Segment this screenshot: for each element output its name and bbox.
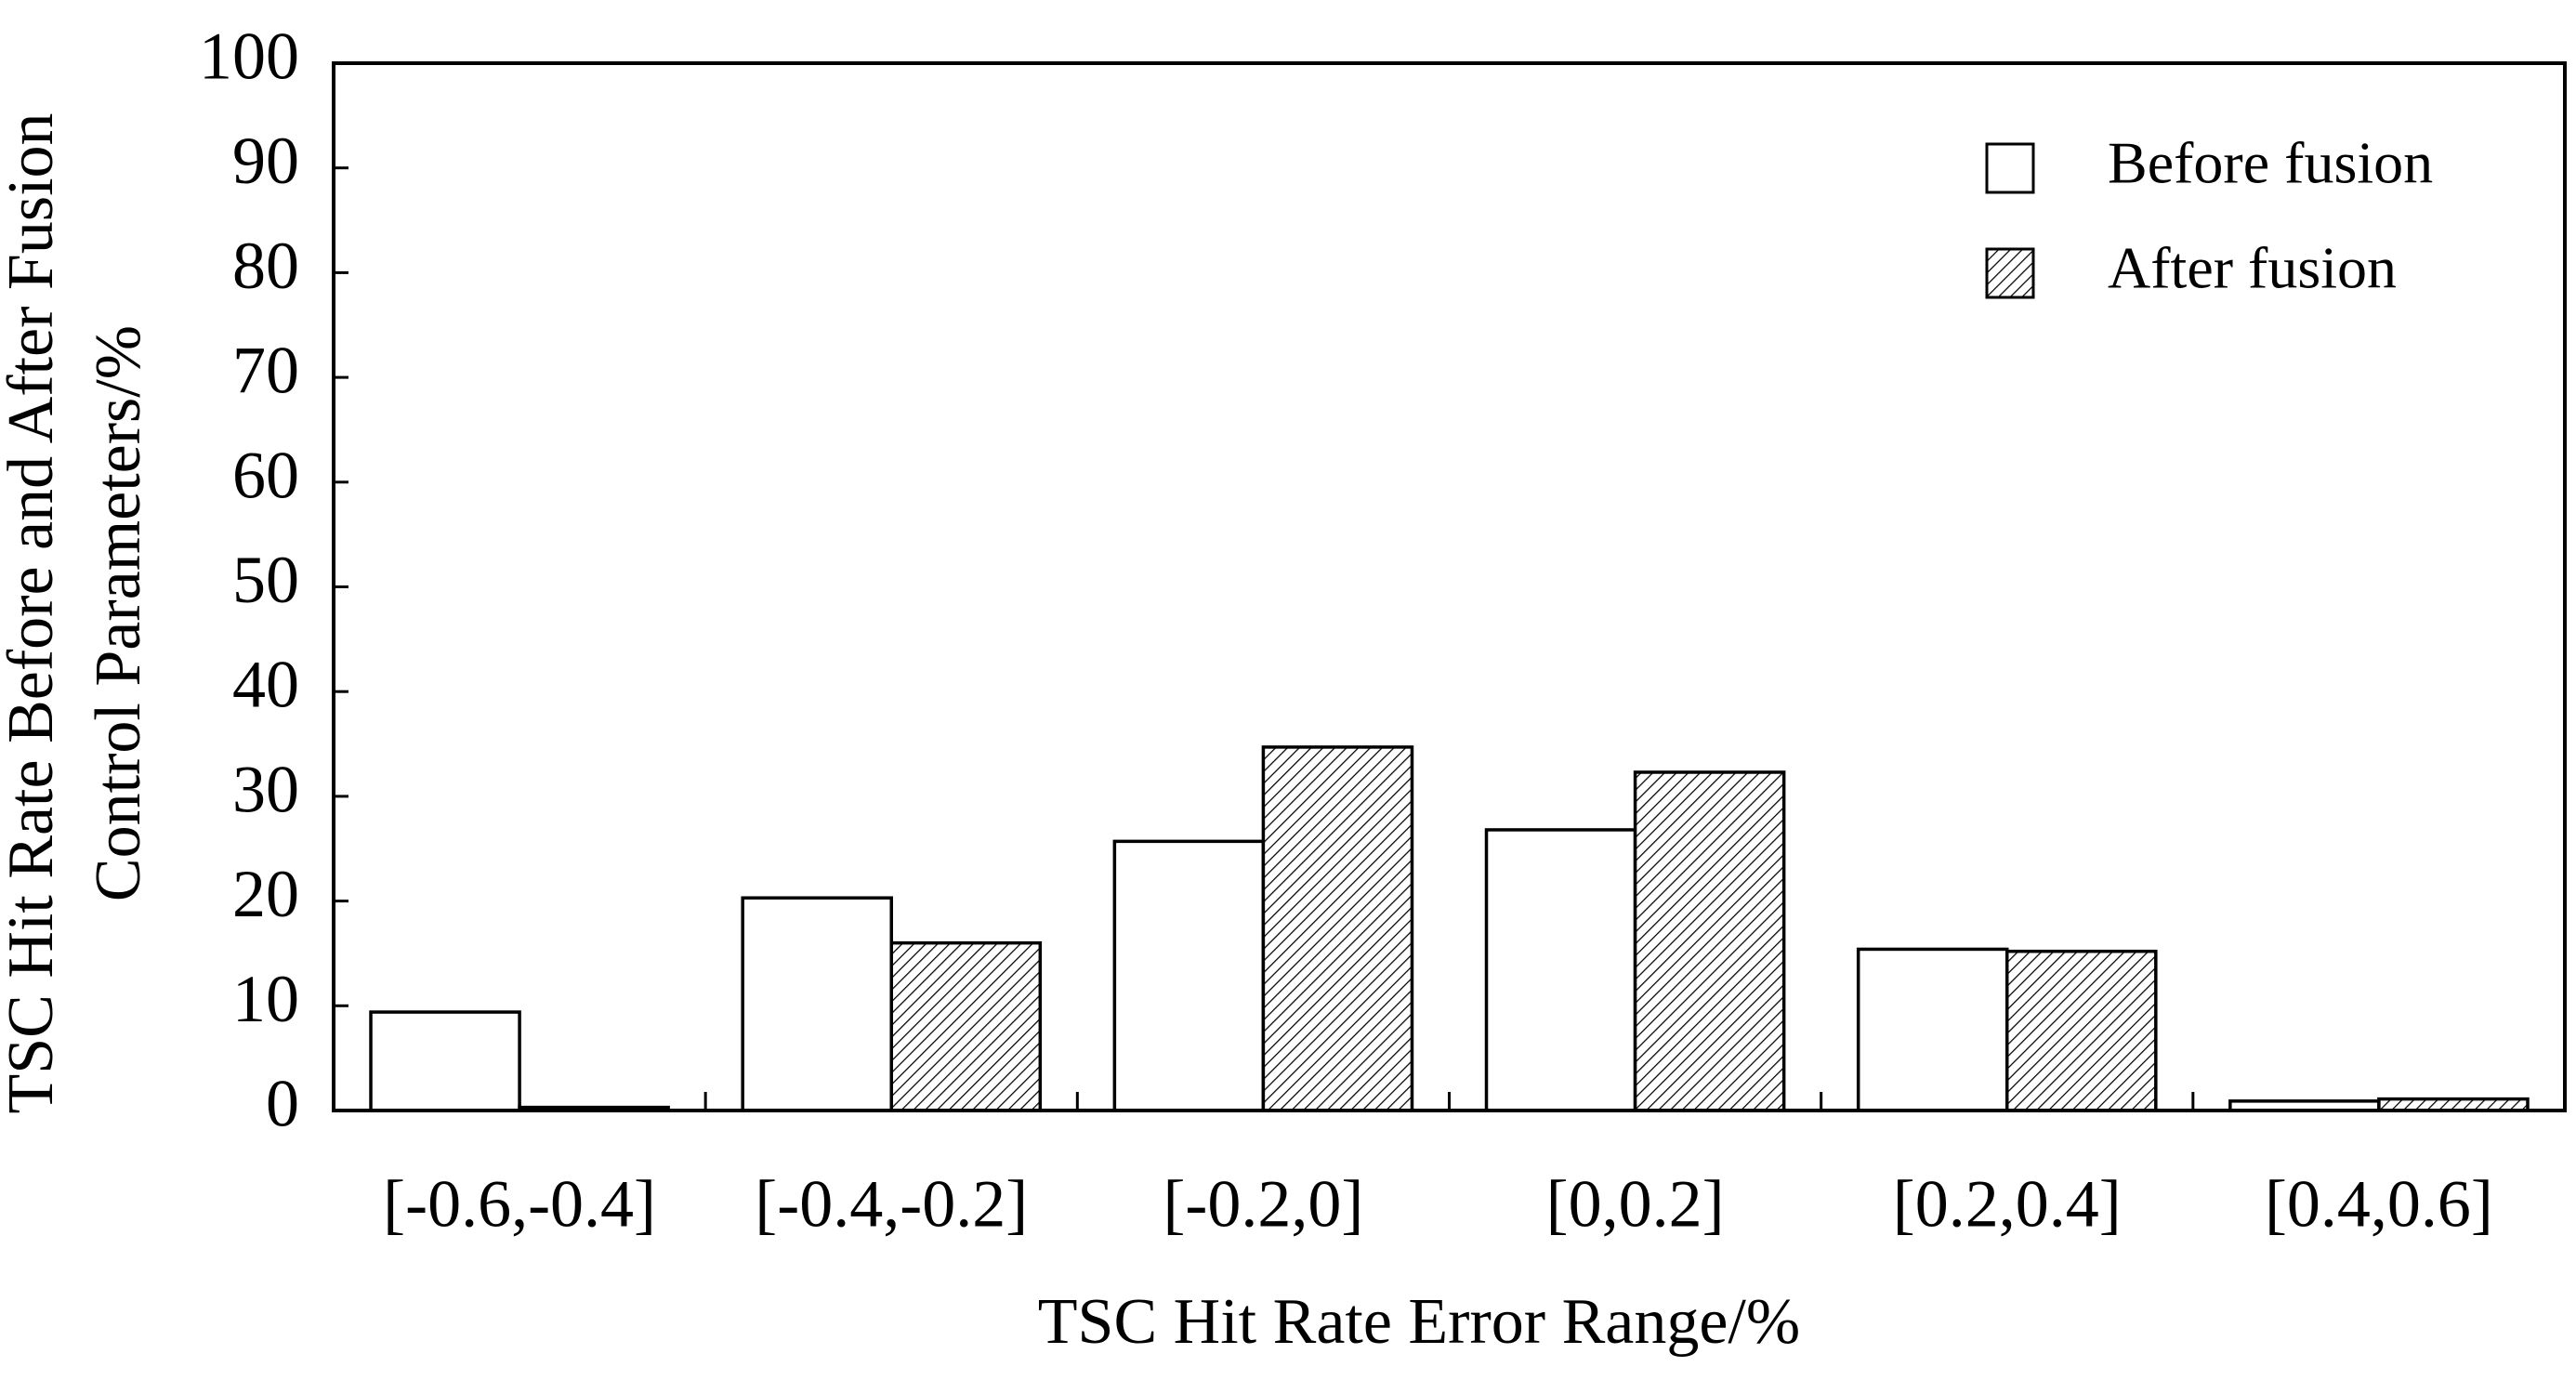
bar	[1856, 947, 2009, 1112]
y-tick-label: 0	[266, 1067, 299, 1141]
x-tick-label: [0.2,0.4]	[1893, 1167, 2122, 1242]
y-tick-label: 100	[199, 20, 299, 94]
bar	[1261, 745, 1414, 1112]
bar	[2005, 949, 2158, 1112]
y-tick-label: 40	[232, 648, 299, 722]
y-tick-label: 30	[232, 752, 299, 826]
y-axis-label: TSC Hit Rate Before and After Fusion	[0, 112, 67, 1113]
x-tick-label: [-0.4,-0.2]	[755, 1167, 1028, 1242]
legend-label: After fusion	[2108, 235, 2397, 301]
y-tick-label: 60	[232, 438, 299, 512]
x-tick-label: [0,0.2]	[1546, 1167, 1725, 1242]
bar	[889, 940, 1043, 1112]
y-tick-label: 50	[232, 543, 299, 617]
y-tick-label: 70	[232, 334, 299, 408]
y-tick-label: 10	[232, 962, 299, 1036]
legend-swatch	[1985, 247, 2035, 299]
y-tick-label: 20	[232, 857, 299, 931]
y-tick-label: 80	[232, 229, 299, 303]
bar	[1633, 770, 1786, 1112]
x-tick-label: [-0.2,0]	[1163, 1167, 1363, 1242]
legend-label: Before fusion	[2108, 130, 2433, 196]
legend-swatch	[1985, 142, 2035, 194]
bar	[741, 896, 894, 1112]
bar	[1112, 839, 1266, 1112]
plot-frame	[332, 61, 2567, 1112]
y-tick-label: 90	[232, 124, 299, 198]
x-axis-label: TSC Hit Rate Error Range/%	[1038, 1286, 1800, 1358]
x-tick-label: [0.4,0.6]	[2265, 1167, 2493, 1242]
bar	[1484, 828, 1637, 1112]
bar	[369, 1010, 521, 1112]
x-tick-label: [-0.6,-0.4]	[383, 1167, 656, 1242]
y-axis-label: Control Parameters/%	[83, 325, 154, 901]
